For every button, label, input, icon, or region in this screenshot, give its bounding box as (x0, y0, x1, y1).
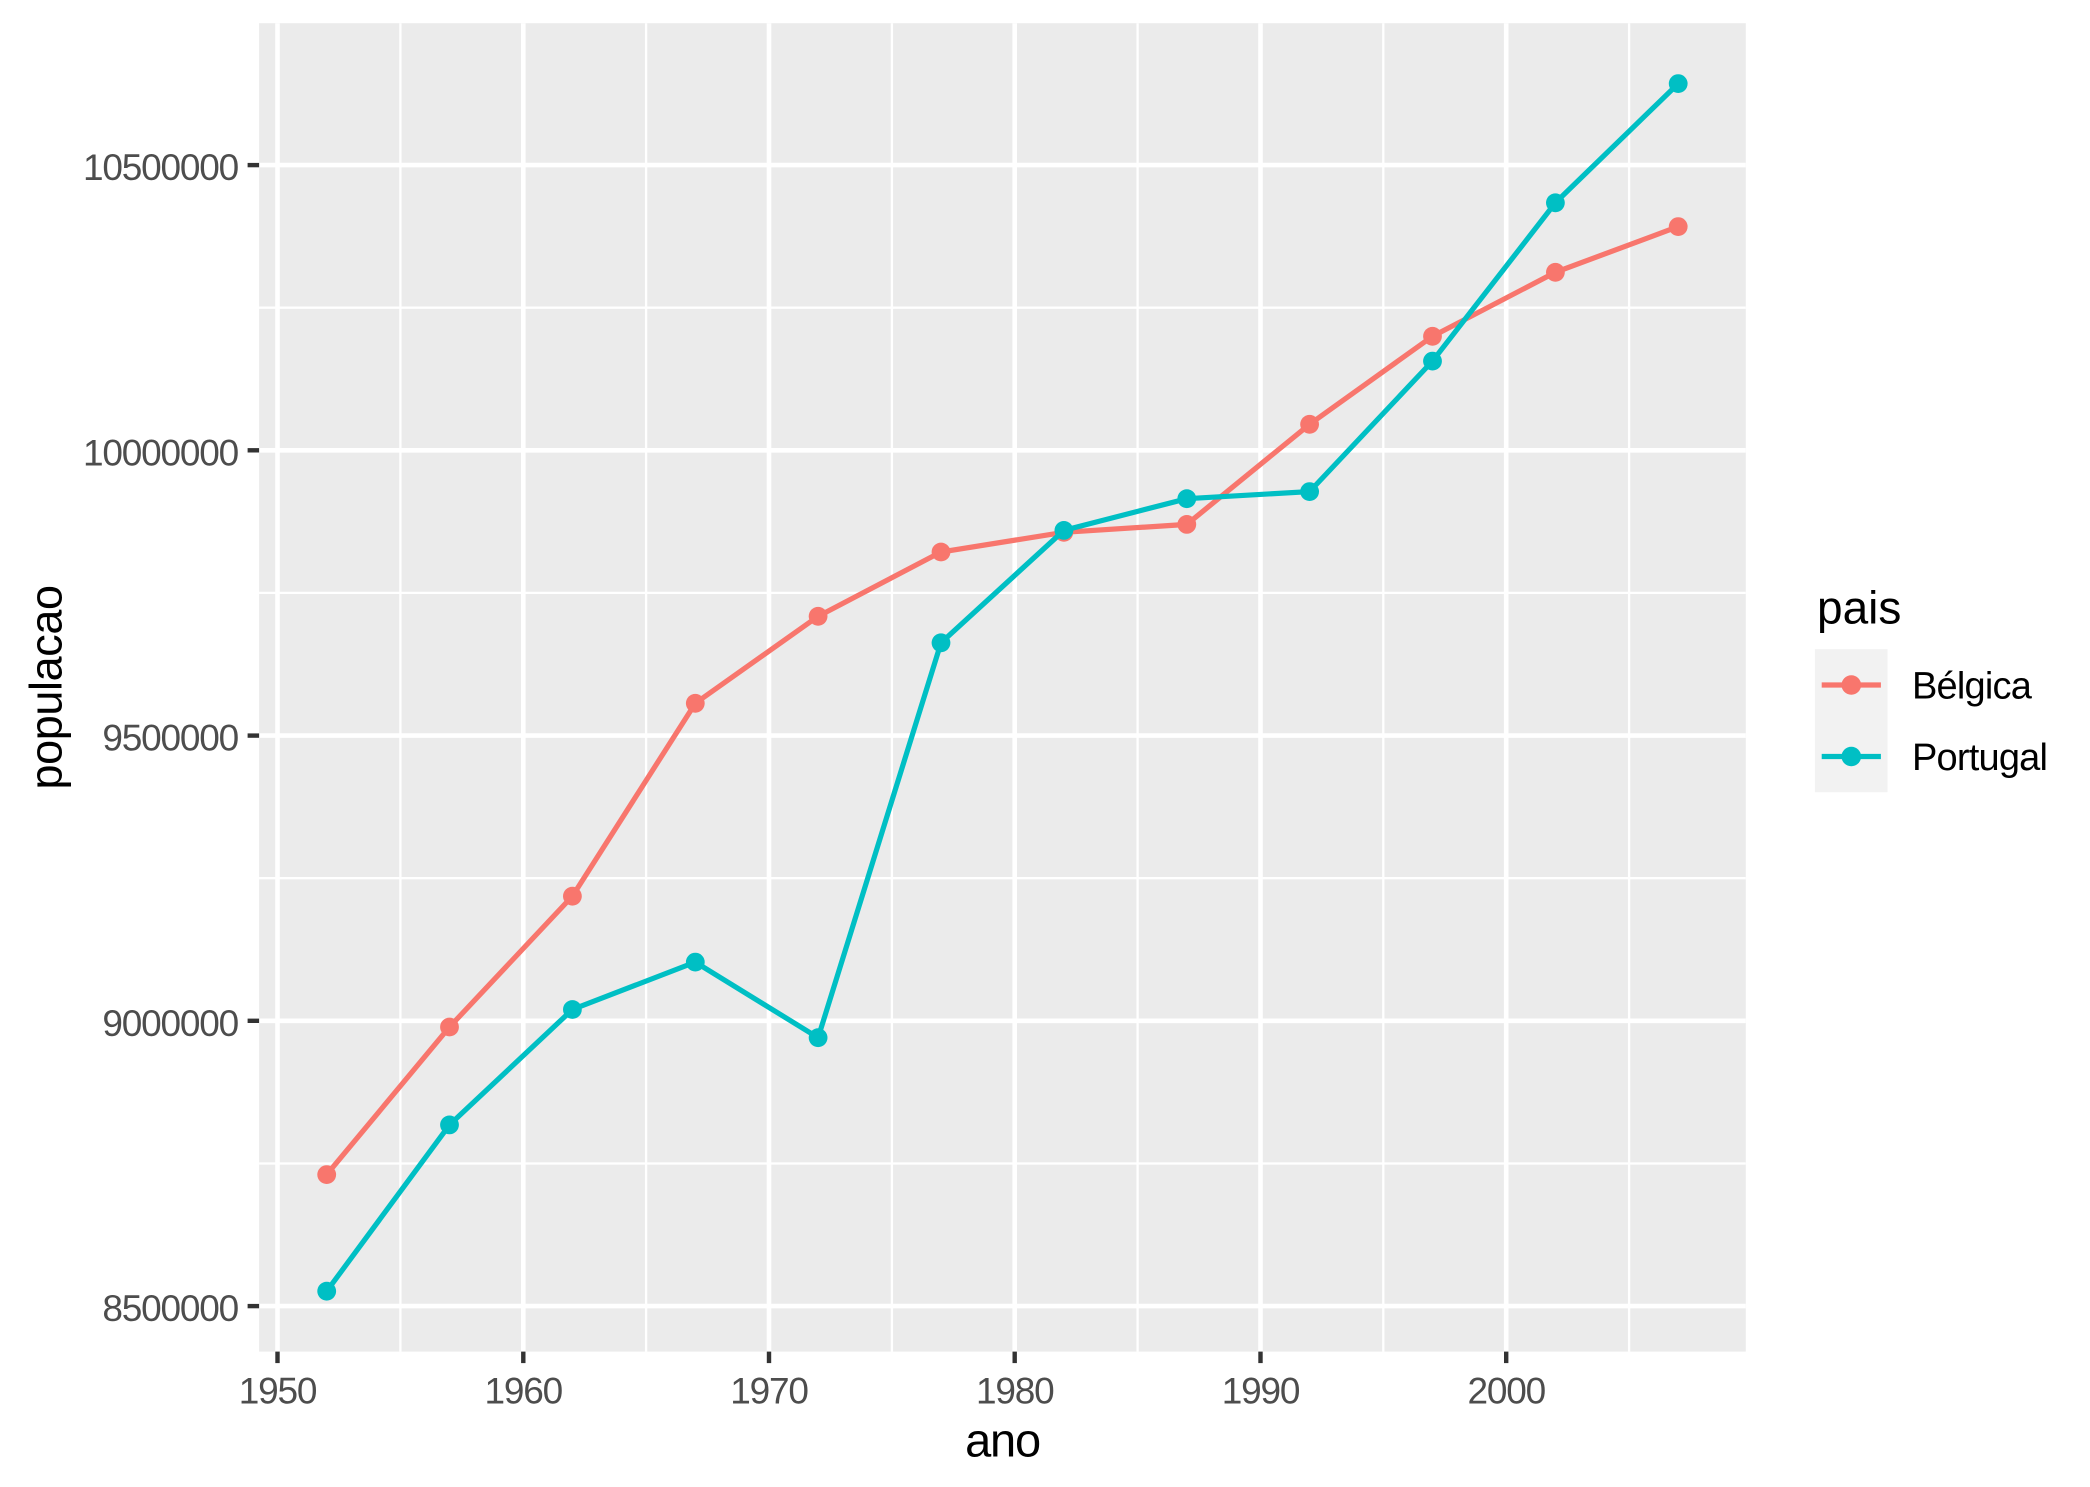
svg-text:populacao: populacao (21, 585, 72, 789)
svg-text:Bélgica: Bélgica (1912, 666, 2033, 708)
svg-text:10500000: 10500000 (83, 147, 239, 188)
svg-text:1990: 1990 (1222, 1371, 1300, 1412)
svg-text:ano: ano (965, 1413, 1040, 1466)
svg-text:9000000: 9000000 (102, 1003, 238, 1044)
svg-text:pais: pais (1817, 581, 1901, 633)
svg-text:1970: 1970 (730, 1371, 808, 1412)
svg-text:1980: 1980 (976, 1371, 1054, 1412)
svg-text:10000000: 10000000 (83, 432, 239, 473)
svg-text:2000: 2000 (1467, 1371, 1545, 1412)
svg-text:Portugal: Portugal (1912, 737, 2047, 779)
svg-text:1950: 1950 (239, 1371, 317, 1412)
svg-text:8500000: 8500000 (102, 1288, 238, 1329)
svg-text:1960: 1960 (485, 1371, 563, 1412)
svg-text:9500000: 9500000 (102, 718, 238, 759)
